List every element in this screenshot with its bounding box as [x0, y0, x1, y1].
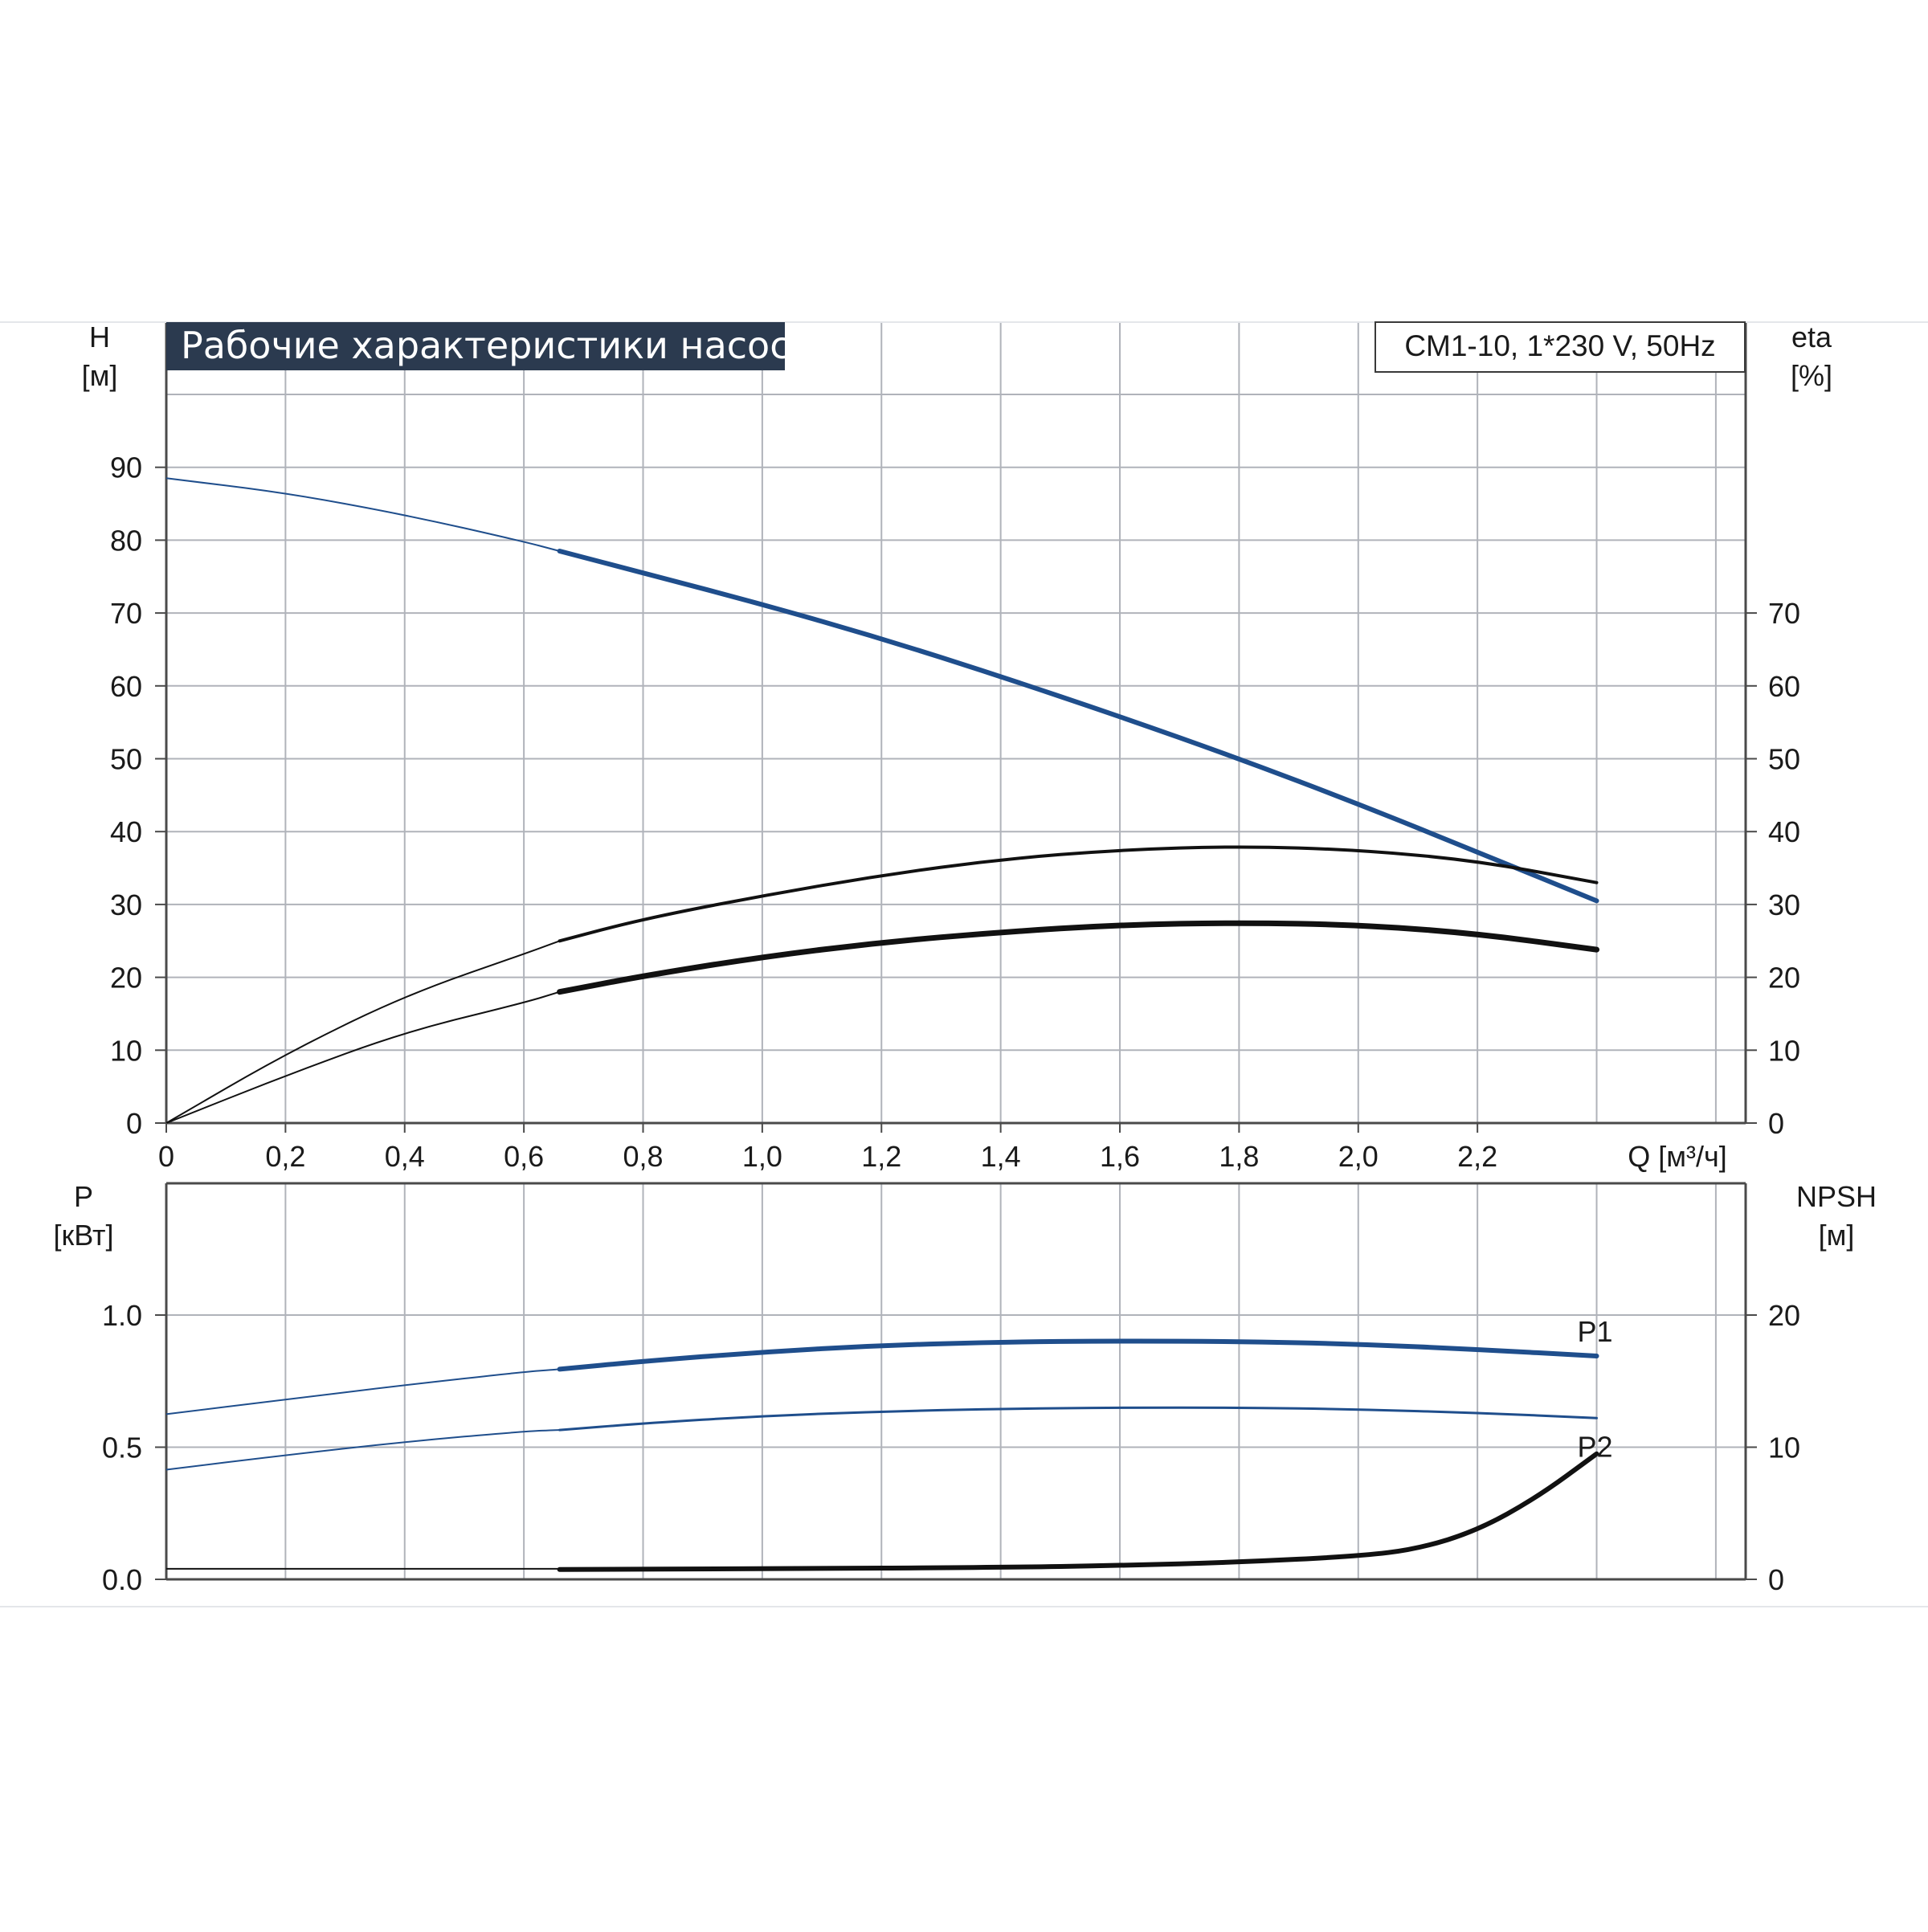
p1-series-label: P1: [1578, 1315, 1613, 1348]
npsh-axis-label-unit: [м]: [1819, 1219, 1855, 1252]
right-tick-label: 30: [1768, 888, 1800, 921]
right-tick-label: 50: [1768, 743, 1800, 776]
x-tick-label: 2,0: [1338, 1140, 1379, 1173]
x-tick-label: 1,4: [981, 1140, 1021, 1173]
p1-curve-extended: [165, 1368, 561, 1415]
eta_hydraulic-curve: [557, 920, 1599, 995]
bottom-left-tick-label: 0.0: [102, 1563, 142, 1596]
npsh-curve: [557, 1451, 1599, 1572]
y-left-label-unit: [м]: [82, 359, 118, 392]
eta_total-curve-extended: [165, 940, 561, 1124]
left-tick-label: 70: [110, 597, 142, 630]
eta_total-curve: [558, 845, 1599, 943]
left-tick-label: 10: [110, 1034, 142, 1067]
right-tick-label: 0: [1768, 1107, 1784, 1140]
model-box: CM1-10, 1*230 V, 50Hz: [1375, 321, 1746, 373]
left-tick-label: 90: [110, 451, 142, 484]
right-tick-label: 40: [1768, 815, 1800, 848]
left-tick-label: 0: [126, 1107, 142, 1140]
chart-title: Рабочие характеристики насоса: [181, 324, 813, 367]
npsh-axis-label-symbol: NPSH: [1796, 1180, 1877, 1213]
left-tick-label: 80: [110, 524, 142, 557]
top-curves: [165, 477, 1599, 1124]
p2-curve-extended: [165, 1429, 561, 1471]
bottom-right-tick-label: 0: [1768, 1563, 1784, 1596]
x-tick-label: 0,6: [504, 1140, 544, 1173]
x-axis-label: Q [м³/ч]: [1628, 1140, 1727, 1173]
bottom-grid: [165, 1182, 1747, 1581]
model-box-frame: [1375, 321, 1746, 373]
x-tick-label: 1,2: [861, 1140, 901, 1173]
bottom-right-tick-label: 10: [1768, 1432, 1800, 1464]
right-tick-label: 70: [1768, 597, 1800, 630]
right-tick-label: 60: [1768, 670, 1800, 703]
x-tick-label: 1,0: [742, 1140, 782, 1173]
y-left-label-symbol: H: [89, 321, 110, 353]
x-tick-label: 1,6: [1100, 1140, 1140, 1173]
y-right-label-symbol: eta: [1791, 321, 1832, 353]
p-axis-label-symbol: P: [74, 1180, 93, 1213]
x-tick-label: 0,8: [623, 1140, 663, 1173]
x-tick-label: 2,2: [1457, 1140, 1497, 1173]
title-background: [166, 322, 785, 370]
model-label: CM1-10, 1*230 V, 50Hz: [1404, 329, 1715, 362]
x-tick-label: 1,8: [1219, 1140, 1259, 1173]
y-right-label-unit: [%]: [1791, 359, 1832, 392]
title-box: Рабочие характеристики насоса: [166, 322, 813, 370]
top-grid: [165, 322, 1747, 1125]
p-axis-label-unit: [кВт]: [53, 1219, 113, 1252]
left-tick-label: 30: [110, 888, 142, 921]
left-tick-label: 60: [110, 670, 142, 703]
bottom-left-tick-label: 1.0: [102, 1299, 142, 1332]
right-tick-label: 10: [1768, 1034, 1800, 1067]
p1-curve: [557, 1338, 1599, 1372]
left-tick-label: 50: [110, 743, 142, 776]
head-curve-extended: [165, 477, 561, 552]
left-tick-label: 40: [110, 815, 142, 848]
p2-curve: [558, 1406, 1598, 1432]
left-tick-label: 20: [110, 962, 142, 995]
bottom-left-tick-label: 0.5: [102, 1432, 142, 1464]
bottom-right-tick-label: 20: [1768, 1299, 1800, 1332]
x-tick-label: 0,2: [265, 1140, 305, 1173]
bottom-curves: P1 P2: [165, 1315, 1613, 1572]
head-curve: [557, 549, 1599, 904]
eta_hydraulic-curve-extended: [165, 991, 561, 1124]
p2-series-label: P2: [1578, 1430, 1613, 1463]
axis-labels: 0 10 20 30 40 50 60 70 80 90 0 10 20 30 40 50 60 70 0 0,2 0,…: [0, 321, 1928, 1607]
right-tick-label: 20: [1768, 962, 1800, 995]
x-tick-label: 0,4: [385, 1140, 425, 1173]
x-tick-label: 0: [158, 1140, 174, 1173]
